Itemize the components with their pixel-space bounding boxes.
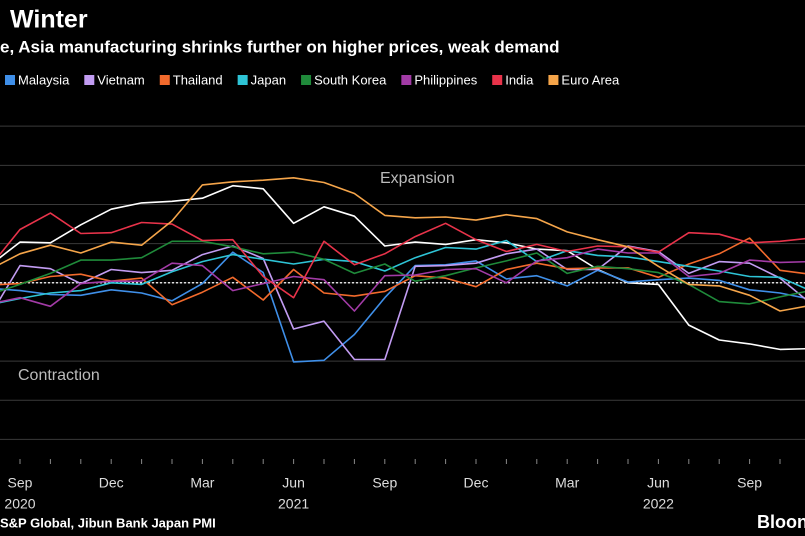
x-tick-label: Mar [190,475,214,491]
series-line [0,184,805,351]
annotation: Contraction [18,367,100,384]
legend-label: South Korea [314,72,387,87]
x-tick-label: Sep [372,475,397,491]
legend-label: Japan [251,72,286,87]
series-line [0,245,805,361]
lines [0,177,805,363]
legend-swatch [159,75,170,85]
series-line [0,237,805,306]
legend-label: Thailand [173,72,223,87]
chart-title: Winter [10,6,88,34]
x-tick-label: Jun [282,475,305,491]
year-label: 2020 [4,496,35,512]
legend-label: Euro Area [561,72,620,87]
x-tick-label: Sep [8,475,33,491]
chart-subtitle: e, Asia manufacturing shrinks further on… [0,37,560,56]
x-tick-label: Dec [464,475,489,491]
legend-label: India [505,72,534,87]
legend-swatch [301,75,312,85]
legend-swatch [548,75,559,85]
legend-label: Malaysia [18,72,70,87]
year-label: 2022 [643,496,674,512]
series-line [0,240,805,305]
year-label: 2021 [278,496,309,512]
legend-swatch [84,75,95,85]
legend-label: Vietnam [97,72,144,87]
annotation: Expansion [380,170,455,187]
x-tick-label: Mar [555,475,579,491]
legend-swatch [492,75,503,85]
legend: Malaysia Vietnam Thailand Japan South Korea P… [5,72,620,87]
x-tick-label: Jun [647,475,670,491]
series-line [0,177,805,312]
x-tick-label: Sep [737,475,762,491]
logo: Bloon [757,512,805,532]
legend-swatch [237,75,248,85]
x-axis: Sep Dec Mar Jun Sep Dec Mar Jun Sep 2020 2021 2022 [4,459,781,512]
legend-swatch [5,75,15,85]
source: S&P Global, Jibun Bank Japan PMI [0,515,216,530]
legend-swatch [401,75,412,85]
legend-label: Philippines [414,72,477,87]
x-tick-label: Dec [99,475,124,491]
series-line [0,248,805,312]
series-line [0,212,805,299]
